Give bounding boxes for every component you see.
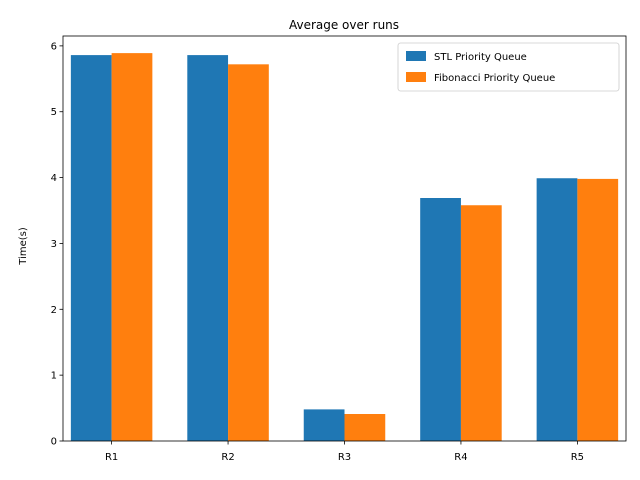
chart-title: Average over runs [289,18,399,32]
x-tick-label: R4 [454,452,467,463]
bar-fibonacci-r1 [111,53,153,442]
bar-stl-r1 [70,55,112,441]
bar-stl-r4 [420,198,461,441]
legend-swatch-fibonacci [406,72,426,82]
y-tick-label: 2 [51,305,57,316]
y-tick-label: 4 [51,173,57,184]
y-axis: 0 1 2 3 4 5 6 [51,41,63,448]
bar-fibonacci-r3 [344,414,386,441]
bar-fibonacci-r4 [460,205,502,441]
legend-label-fibonacci: Fibonacci Priority Queue [434,73,555,84]
bar-stl-r2 [187,55,229,441]
bar-fibonacci-r2 [228,64,269,441]
legend: STL Priority Queue Fibonacci Priority Que… [397,42,620,92]
bar-stl-r3 [303,409,345,441]
x-axis: R1 R2 R3 R4 R5 [105,441,584,463]
legend-label-stl: STL Priority Queue [434,52,527,63]
bar-fibonacci-r5 [577,178,619,441]
y-axis-label: Time(s) [18,227,29,266]
y-tick-label: 3 [51,239,57,250]
x-tick-label: R5 [571,452,584,463]
y-tick-label: 1 [51,371,57,382]
legend-box [397,42,620,92]
legend-swatch-stl [406,51,426,61]
y-tick-label: 5 [51,107,57,118]
plot-frame [62,35,627,442]
x-tick-label: R2 [221,452,234,463]
x-tick-label: R3 [338,452,351,463]
bars-group [70,53,619,442]
y-tick-label: 0 [51,437,57,448]
bar-stl-r5 [536,178,578,442]
x-tick-label: R1 [105,452,118,463]
y-tick-label: 6 [51,41,57,52]
